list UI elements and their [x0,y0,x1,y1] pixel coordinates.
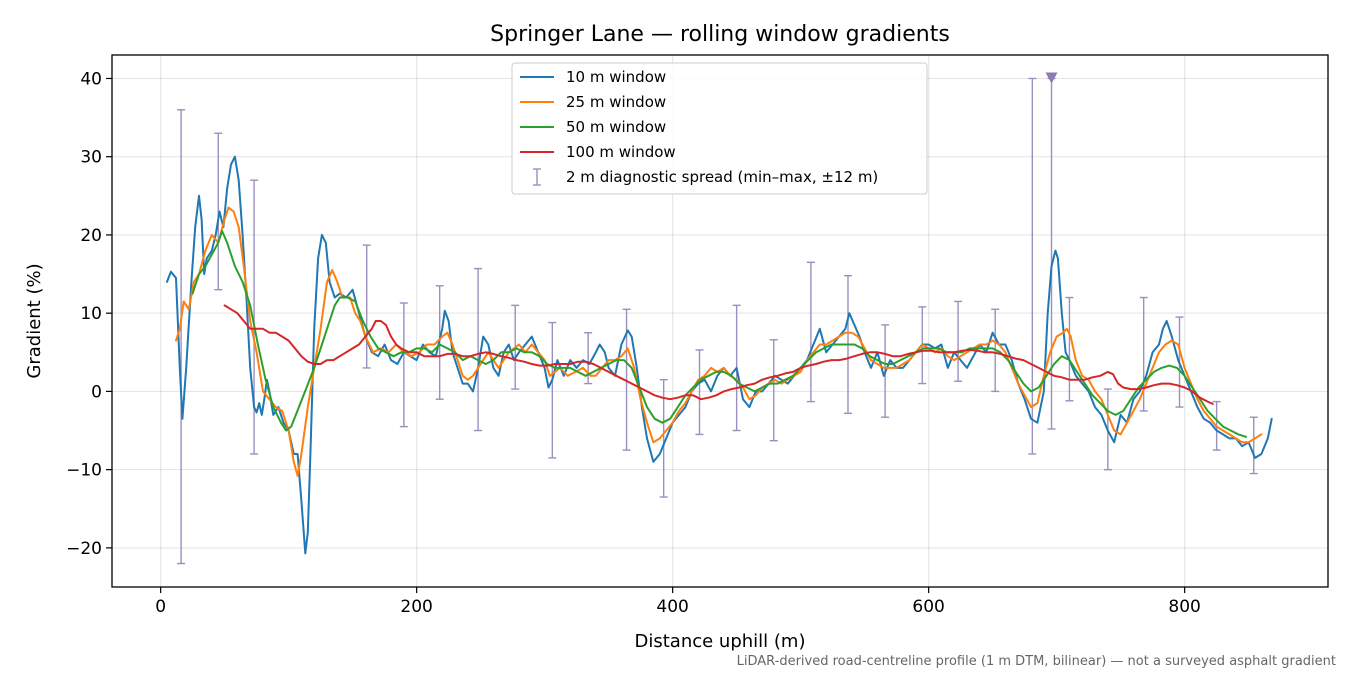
line-series [166,155,1273,555]
y-tick-label: 0 [91,382,102,402]
series-line-3 [191,230,1248,438]
legend-label: 25 m window [566,93,666,111]
errorbar [362,244,371,369]
errorbar [177,109,186,565]
series-line-4 [223,304,1214,405]
clip-markers [1045,72,1058,84]
x-tick-label: 800 [1168,597,1200,617]
x-axis-label: Distance uphill (m) [635,631,806,652]
errorbar [769,339,778,442]
y-tick-label: 20 [80,226,102,246]
legend-label: 2 m diagnostic spread (min–max, ±12 m) [566,168,878,186]
errorbar [474,267,483,432]
y-tick-label: 30 [80,148,102,168]
y-tick-label: 40 [80,69,102,89]
x-tick-label: 0 [155,597,166,617]
errorbar [399,302,408,428]
clip-marker-triangle [1045,72,1058,84]
series-line-2 [175,206,1263,477]
x-tick-label: 600 [912,597,944,617]
errorbar [1065,296,1074,402]
footnote: LiDAR-derived road-centreline profile (1… [737,654,1336,669]
plot-frame [111,54,1329,588]
legend: 10 m window 25 m window 50 m window 100 m w… [511,62,928,195]
errorbar [214,132,223,291]
errorbar [1249,416,1258,475]
errorbar [954,300,963,382]
errorbar [806,261,815,403]
errorbar [548,321,557,459]
chart-title: Springer Lane — rolling window gradients [490,22,950,47]
axis-ticks: 0 200 400 600 800 −20 −10 0 10 20 30 40 [66,69,1201,617]
legend-label: 100 m window [566,143,676,161]
y-tick-label: 10 [80,304,102,324]
legend-label: 10 m window [566,68,666,86]
legend-label: 50 m window [566,118,666,136]
y-axis-label: Gradient (%) [24,263,45,378]
y-tick-label: −10 [66,461,102,481]
errorbar [695,349,704,436]
legend-errorbar-swatch [533,168,541,186]
x-tick-label: 200 [400,597,432,617]
x-tick-label: 400 [656,597,688,617]
legend-box [511,62,928,195]
errorbar [659,378,668,498]
y-tick-label: −20 [66,539,102,559]
